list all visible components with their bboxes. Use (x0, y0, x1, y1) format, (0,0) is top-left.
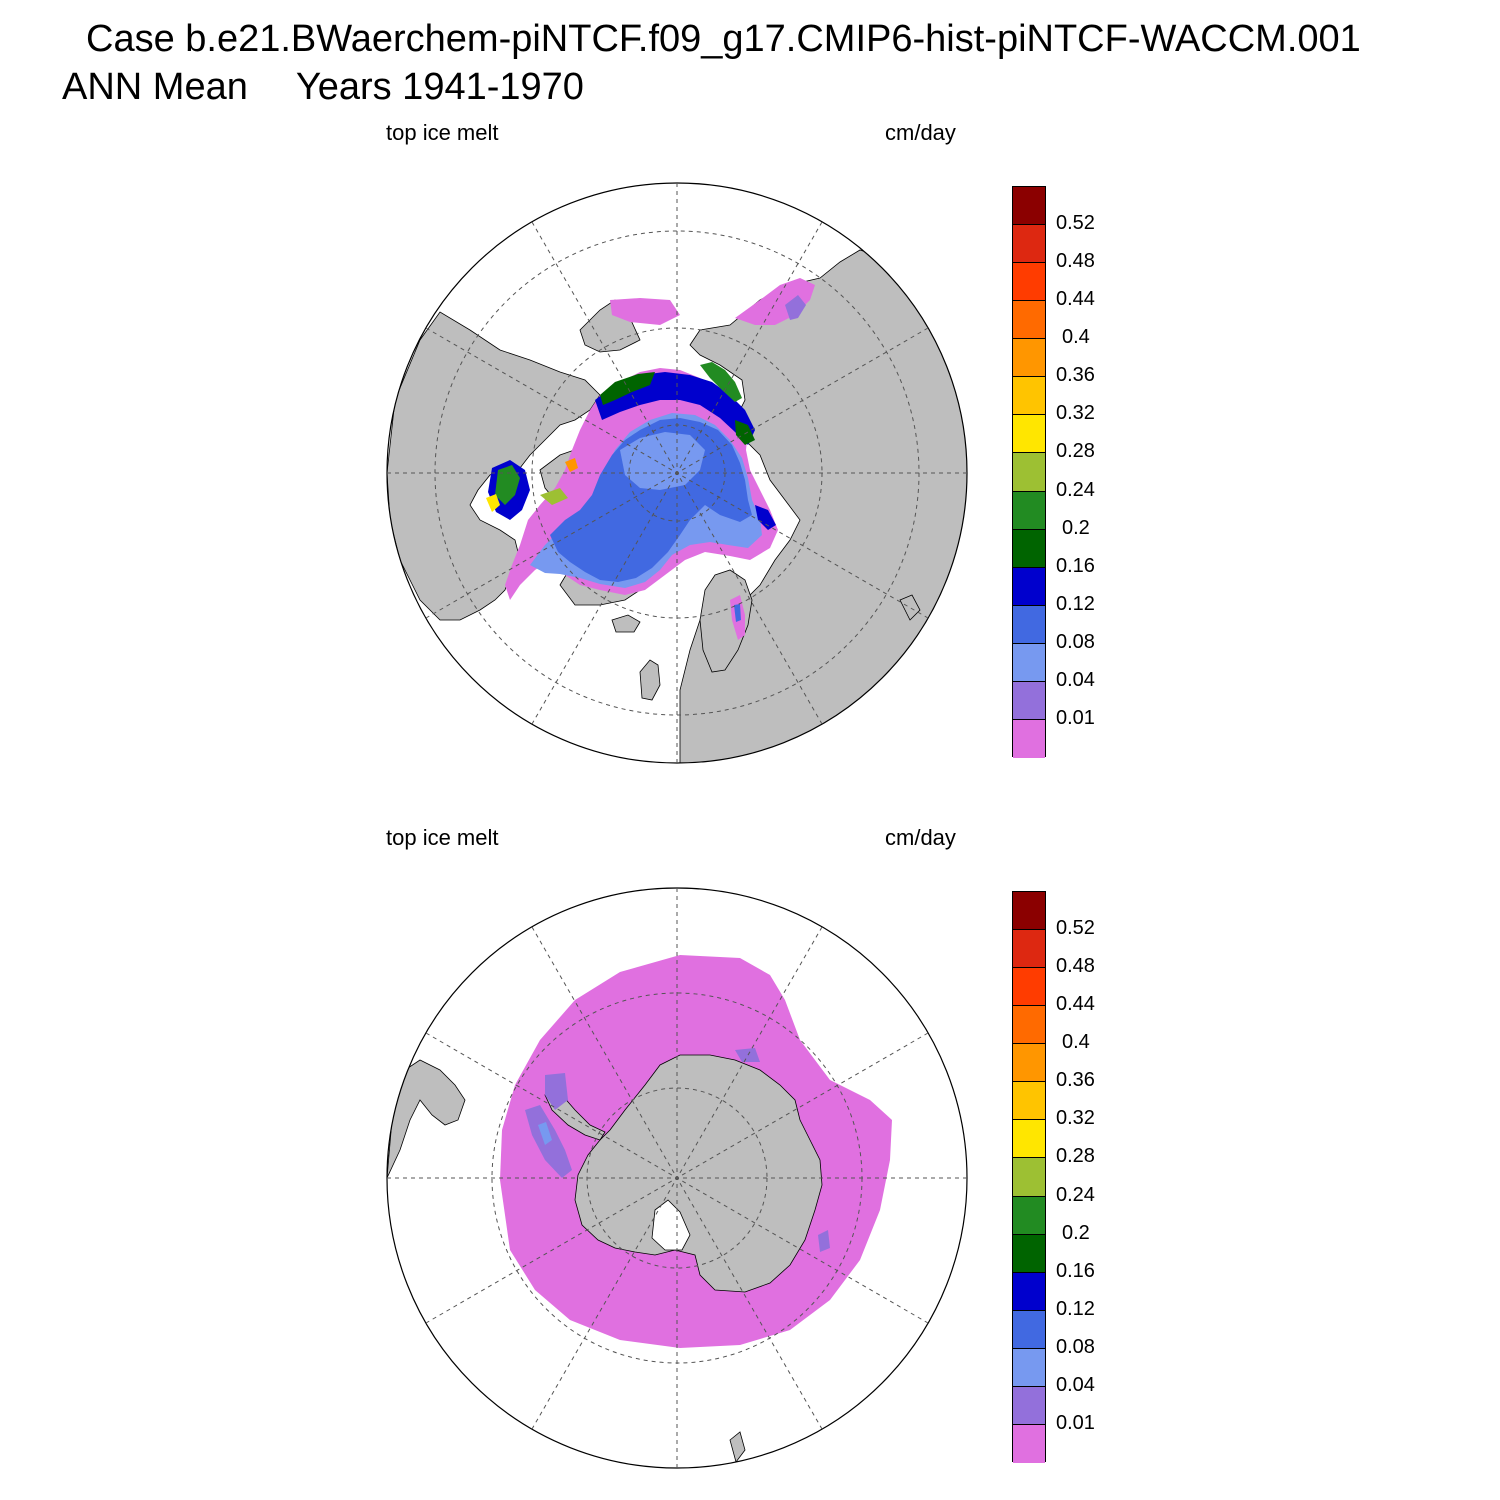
colorbar-segment (1013, 1424, 1045, 1463)
colorbar-label: 0.48 (1056, 955, 1095, 978)
colorbar-segment (1013, 1044, 1045, 1083)
north-ice-green-east (700, 362, 742, 402)
weddell-ice-lightblue (538, 1122, 552, 1145)
colorbar-label: 0.4 (1062, 326, 1090, 349)
colorbar-label: 0.04 (1056, 668, 1095, 691)
season-label: ANN Mean (62, 66, 248, 108)
new-zealand-land (729, 1431, 746, 1463)
colorbar-segment (1013, 377, 1045, 416)
colorbar-segment (1013, 1234, 1045, 1273)
colorbar-segment (1013, 930, 1045, 969)
colorbar-label: 0.04 (1056, 1373, 1095, 1396)
amery-ice-purple (818, 1230, 830, 1252)
colorbar-label: 0.44 (1056, 993, 1095, 1016)
colorbar-segment (1013, 1120, 1045, 1159)
dml-ice-purple (735, 1048, 760, 1062)
colorbar-segment (1013, 1310, 1045, 1349)
north-ice-darkblue-kara (755, 505, 776, 530)
colorbar-label: 0.24 (1056, 1183, 1095, 1206)
title-season-years: ANN Mean Years 1941-1970 (62, 66, 584, 109)
colorbar-segment (1013, 605, 1045, 644)
colorbar-label: 0.2 (1062, 516, 1090, 539)
uk-land (639, 659, 661, 701)
colorbar-segment (1013, 1386, 1045, 1425)
colorbar-label: 0.08 (1056, 1335, 1095, 1358)
colorbar-segment (1013, 1272, 1045, 1311)
colorbar-label: 0.32 (1056, 402, 1095, 425)
south-panel-variable: top ice melt (386, 825, 499, 850)
colorbar-segment (1013, 187, 1045, 226)
colorbar-label: 0.4 (1062, 1031, 1090, 1054)
colorbar-segment (1013, 892, 1045, 931)
colorbar-label: 0.36 (1056, 364, 1095, 387)
east-asia-land (899, 594, 921, 621)
colorbar-label: 0.52 (1056, 917, 1095, 940)
north-colorbar (1012, 186, 1046, 758)
north-panel-variable: top ice melt (386, 120, 499, 145)
colorbar-segment (1013, 1082, 1045, 1121)
colorbar-segment (1013, 301, 1045, 340)
north-graticule (387, 183, 967, 763)
colorbar-segment (1013, 1196, 1045, 1235)
north-panel-units: cm/day (885, 120, 956, 145)
south-colorbar (1012, 891, 1046, 1463)
colorbar-label: 0.48 (1056, 250, 1095, 273)
colorbar-segment (1013, 415, 1045, 454)
colorbar-segment (1013, 339, 1045, 378)
colorbar-label: 0.01 (1056, 1411, 1095, 1434)
north-ice-green-laptev (735, 420, 755, 445)
colorbar-label: 0.12 (1056, 592, 1095, 615)
colorbar-segment (1013, 225, 1045, 264)
title-case: Case b.e21.BWaerchem-piNTCF.f09_g17.CMIP… (86, 18, 1361, 60)
colorbar-label: 0.16 (1056, 1259, 1095, 1282)
south-graticule (387, 888, 967, 1468)
colorbar-segment (1013, 968, 1045, 1007)
baltic-ice-blue (734, 604, 741, 622)
okhotsk-ice-pink (610, 298, 680, 325)
colorbar-segment (1013, 643, 1045, 682)
eurasia-land (679, 249, 967, 763)
colorbar-segment (1013, 1158, 1045, 1197)
colorbar-label: 0.44 (1056, 288, 1095, 311)
colorbar-segment (1013, 453, 1045, 492)
north-ice-lightblue-center (620, 432, 705, 490)
colorbar-label: 0.52 (1056, 212, 1095, 235)
colorbar-segment (1013, 263, 1045, 302)
hudson-bay-ice-yellow (486, 494, 500, 512)
colorbar-label: 0.12 (1056, 1297, 1095, 1320)
weddell-ice-purple (545, 1073, 568, 1110)
colorbar-label: 0.28 (1056, 440, 1095, 463)
north-ice-darkgreen (600, 372, 655, 405)
colorbar-label: 0.36 (1056, 1069, 1095, 1092)
colorbar-segment (1013, 491, 1045, 530)
north-polar-map (386, 182, 968, 764)
colorbar-label: 0.01 (1056, 706, 1095, 729)
colorbar-label: 0.24 (1056, 478, 1095, 501)
south-polar-map (386, 887, 968, 1469)
colorbar-segment (1013, 529, 1045, 568)
iceland-land (611, 614, 641, 633)
colorbar-label: 0.16 (1056, 554, 1095, 577)
colorbar-label: 0.2 (1062, 1221, 1090, 1244)
south-panel-units: cm/day (885, 825, 956, 850)
hudson-bay-ice-green (495, 465, 520, 505)
archipelago-ice-orange (565, 458, 578, 472)
years-label: Years 1941-1970 (295, 66, 584, 108)
bering-ice-purple (785, 295, 806, 320)
colorbar-segment (1013, 681, 1045, 720)
ross-ice-white (651, 1199, 691, 1251)
colorbar-segment (1013, 567, 1045, 606)
colorbar-label: 0.32 (1056, 1107, 1095, 1130)
baffin-ice-lightgreen (540, 488, 568, 505)
colorbar-segment (1013, 1006, 1045, 1045)
colorbar-label: 0.08 (1056, 630, 1095, 653)
colorbar-segment (1013, 1348, 1045, 1387)
colorbar-segment (1013, 719, 1045, 758)
colorbar-label: 0.28 (1056, 1145, 1095, 1168)
